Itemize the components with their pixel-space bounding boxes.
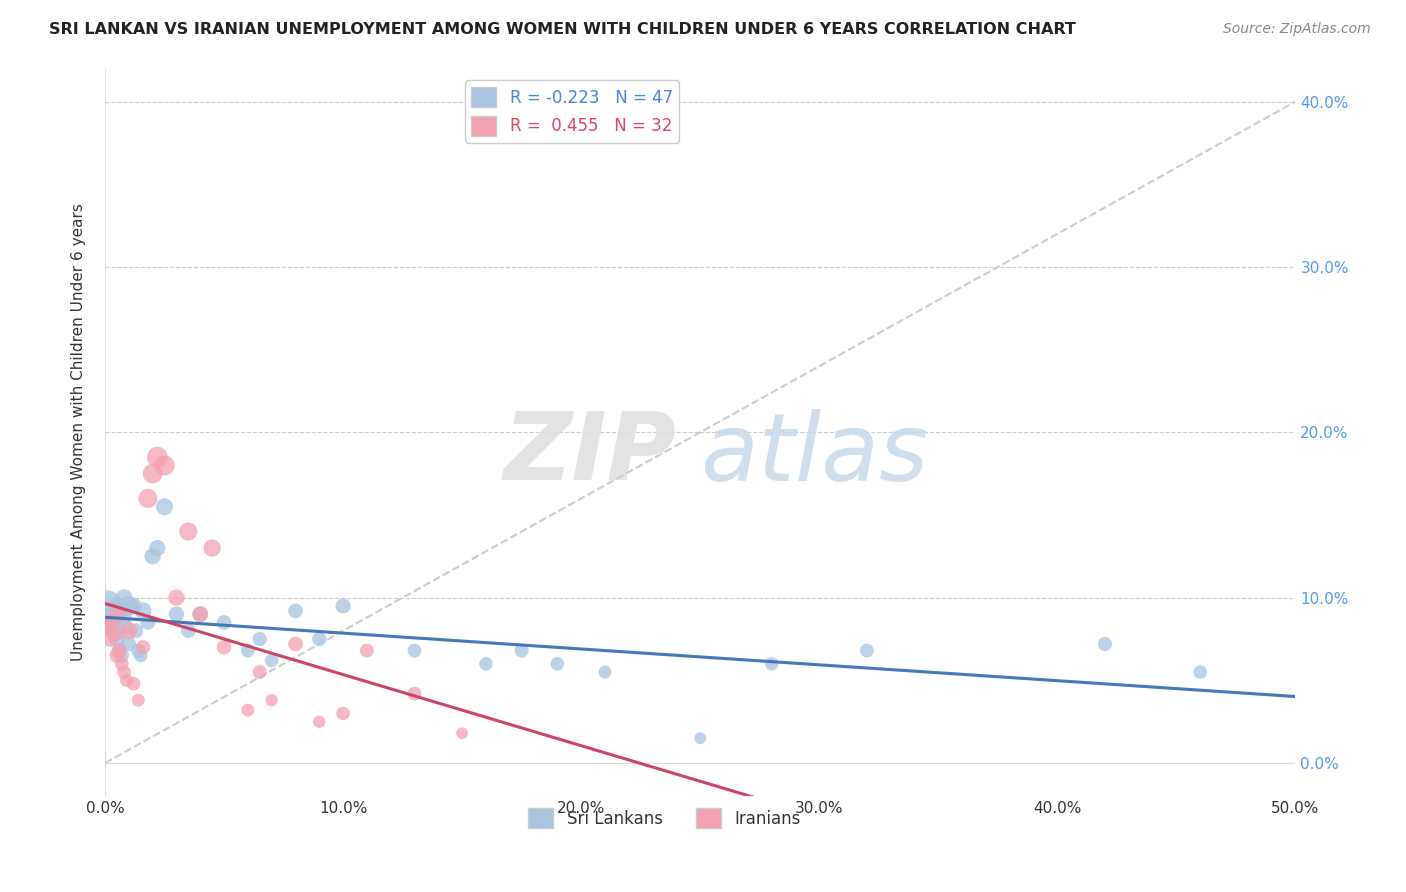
Point xyxy=(142,467,165,481)
Point xyxy=(98,607,121,622)
Point xyxy=(1094,637,1116,651)
Point xyxy=(165,591,187,605)
Point xyxy=(105,648,128,663)
Point xyxy=(127,643,149,657)
Point xyxy=(103,610,125,624)
Point xyxy=(177,524,200,539)
Point xyxy=(165,607,187,622)
Point xyxy=(101,620,124,634)
Point xyxy=(212,615,235,630)
Point xyxy=(284,604,307,618)
Point xyxy=(236,643,259,657)
Point xyxy=(118,599,141,613)
Point xyxy=(101,604,124,618)
Point xyxy=(108,643,131,657)
Text: Source: ZipAtlas.com: Source: ZipAtlas.com xyxy=(1223,22,1371,37)
Text: SRI LANKAN VS IRANIAN UNEMPLOYMENT AMONG WOMEN WITH CHILDREN UNDER 6 YEARS CORRE: SRI LANKAN VS IRANIAN UNEMPLOYMENT AMONG… xyxy=(49,22,1076,37)
Point xyxy=(132,640,155,655)
Point xyxy=(201,541,224,555)
Point xyxy=(177,624,200,638)
Point xyxy=(332,706,354,721)
Point xyxy=(249,632,271,646)
Point xyxy=(1189,665,1212,679)
Point xyxy=(236,703,259,717)
Point xyxy=(105,607,128,622)
Point xyxy=(284,637,307,651)
Point xyxy=(212,640,235,655)
Point xyxy=(404,643,426,657)
Point xyxy=(593,665,616,679)
Point xyxy=(260,693,283,707)
Point xyxy=(136,491,159,506)
Point xyxy=(146,450,169,464)
Point xyxy=(103,627,125,641)
Point xyxy=(249,665,271,679)
Point xyxy=(546,657,568,671)
Point xyxy=(112,610,135,624)
Point xyxy=(188,607,211,622)
Point xyxy=(112,665,135,679)
Point xyxy=(108,624,131,638)
Point xyxy=(308,714,330,729)
Point xyxy=(689,731,711,746)
Point xyxy=(98,615,121,630)
Point xyxy=(451,726,474,740)
Point xyxy=(856,643,879,657)
Point xyxy=(118,637,141,651)
Point xyxy=(111,648,134,663)
Point xyxy=(142,549,165,564)
Point xyxy=(105,599,128,613)
Point xyxy=(111,657,134,671)
Point xyxy=(115,620,138,634)
Point xyxy=(112,591,135,605)
Point xyxy=(146,541,169,555)
Text: ZIP: ZIP xyxy=(503,409,676,500)
Point xyxy=(475,657,498,671)
Point xyxy=(260,653,283,667)
Point xyxy=(404,687,426,701)
Point xyxy=(96,599,118,613)
Text: atlas: atlas xyxy=(700,409,928,500)
Point xyxy=(129,648,152,663)
Point xyxy=(105,632,128,646)
Point xyxy=(761,657,783,671)
Point xyxy=(101,615,124,630)
Point xyxy=(96,620,118,634)
Point xyxy=(136,615,159,630)
Point xyxy=(308,632,330,646)
Point xyxy=(118,624,141,638)
Point xyxy=(127,693,149,707)
Point xyxy=(122,676,145,690)
Point xyxy=(188,607,211,622)
Point xyxy=(122,599,145,613)
Point xyxy=(115,673,138,688)
Legend: Sri Lankans, Iranians: Sri Lankans, Iranians xyxy=(522,801,807,835)
Point xyxy=(108,643,131,657)
Point xyxy=(111,604,134,618)
Point xyxy=(153,500,176,514)
Point xyxy=(98,632,121,646)
Point xyxy=(132,604,155,618)
Point xyxy=(103,627,125,641)
Point xyxy=(332,599,354,613)
Point xyxy=(356,643,378,657)
Point xyxy=(125,624,148,638)
Point xyxy=(153,458,176,473)
Y-axis label: Unemployment Among Women with Children Under 6 years: Unemployment Among Women with Children U… xyxy=(72,203,86,661)
Point xyxy=(510,643,533,657)
